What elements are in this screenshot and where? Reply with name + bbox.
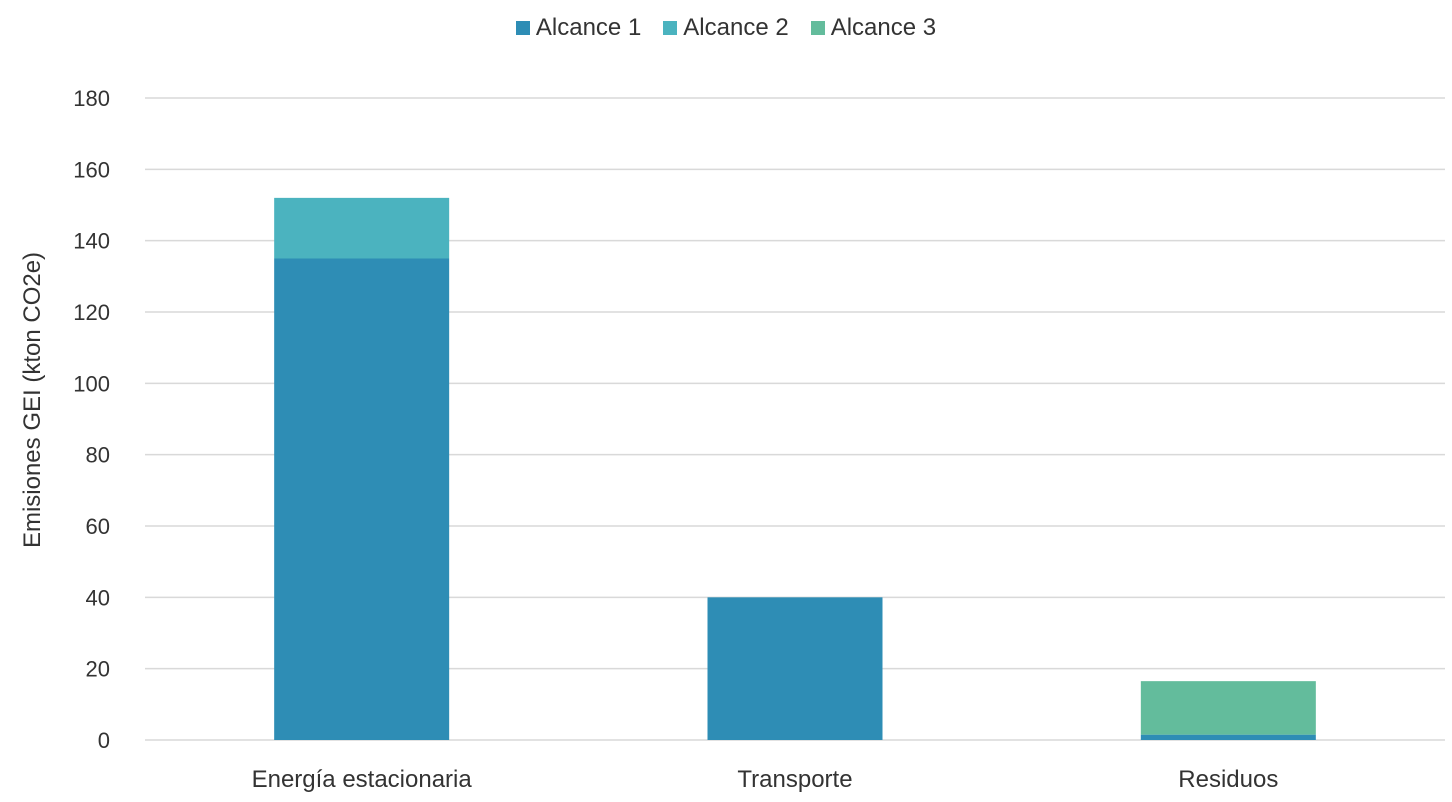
y-axis-ticks: 0 20 40 60 80 100 120 140 160 180 — [73, 86, 110, 753]
y-tick-label-20: 20 — [86, 657, 110, 682]
legend-item-alcance-2: Alcance 2 — [663, 14, 789, 42]
legend-label-alcance-2: Alcance 2 — [683, 14, 789, 41]
x-axis-ticks: Energía estacionaria Transporte Residuos — [252, 766, 1279, 793]
bar-1-3 — [1140, 734, 1316, 740]
y-tick-label-120: 120 — [73, 300, 110, 325]
bar-1-1 — [274, 258, 450, 740]
legend: Alcance 1 Alcance 2 Alcance 3 — [0, 14, 1452, 42]
legend-label-alcance-1: Alcance 1 — [535, 14, 642, 41]
x-tick-label-1: Energía estacionaria — [252, 766, 473, 793]
bar-3-3 — [1140, 681, 1316, 735]
y-tick-label-160: 160 — [73, 157, 110, 182]
y-axis-label: Emisiones GEI (kton CO2e) — [19, 252, 46, 548]
y-tick-label-140: 140 — [73, 229, 110, 254]
y-tick-label-80: 80 — [86, 443, 110, 468]
y-tick-label-40: 40 — [86, 585, 110, 610]
x-tick-label-2: Transporte — [737, 766, 852, 793]
bar-1-2 — [707, 597, 883, 740]
y-tick-label-60: 60 — [86, 514, 110, 539]
legend-item-alcance-3: Alcance 3 — [810, 14, 937, 42]
y-tick-label-180: 180 — [73, 86, 110, 111]
y-tick-label-100: 100 — [73, 371, 110, 396]
bars — [274, 197, 1316, 740]
legend-label-alcance-3: Alcance 3 — [830, 14, 937, 41]
legend-swatch-alcance-2 — [663, 21, 678, 35]
bar-2-1 — [274, 197, 450, 259]
legend-swatch-alcance-1 — [515, 21, 530, 35]
x-tick-label-3: Residuos — [1178, 766, 1278, 793]
legend-item-alcance-1: Alcance 1 — [515, 14, 642, 42]
legend-swatch-alcance-3 — [810, 21, 825, 35]
y-tick-label-0: 0 — [98, 728, 110, 753]
